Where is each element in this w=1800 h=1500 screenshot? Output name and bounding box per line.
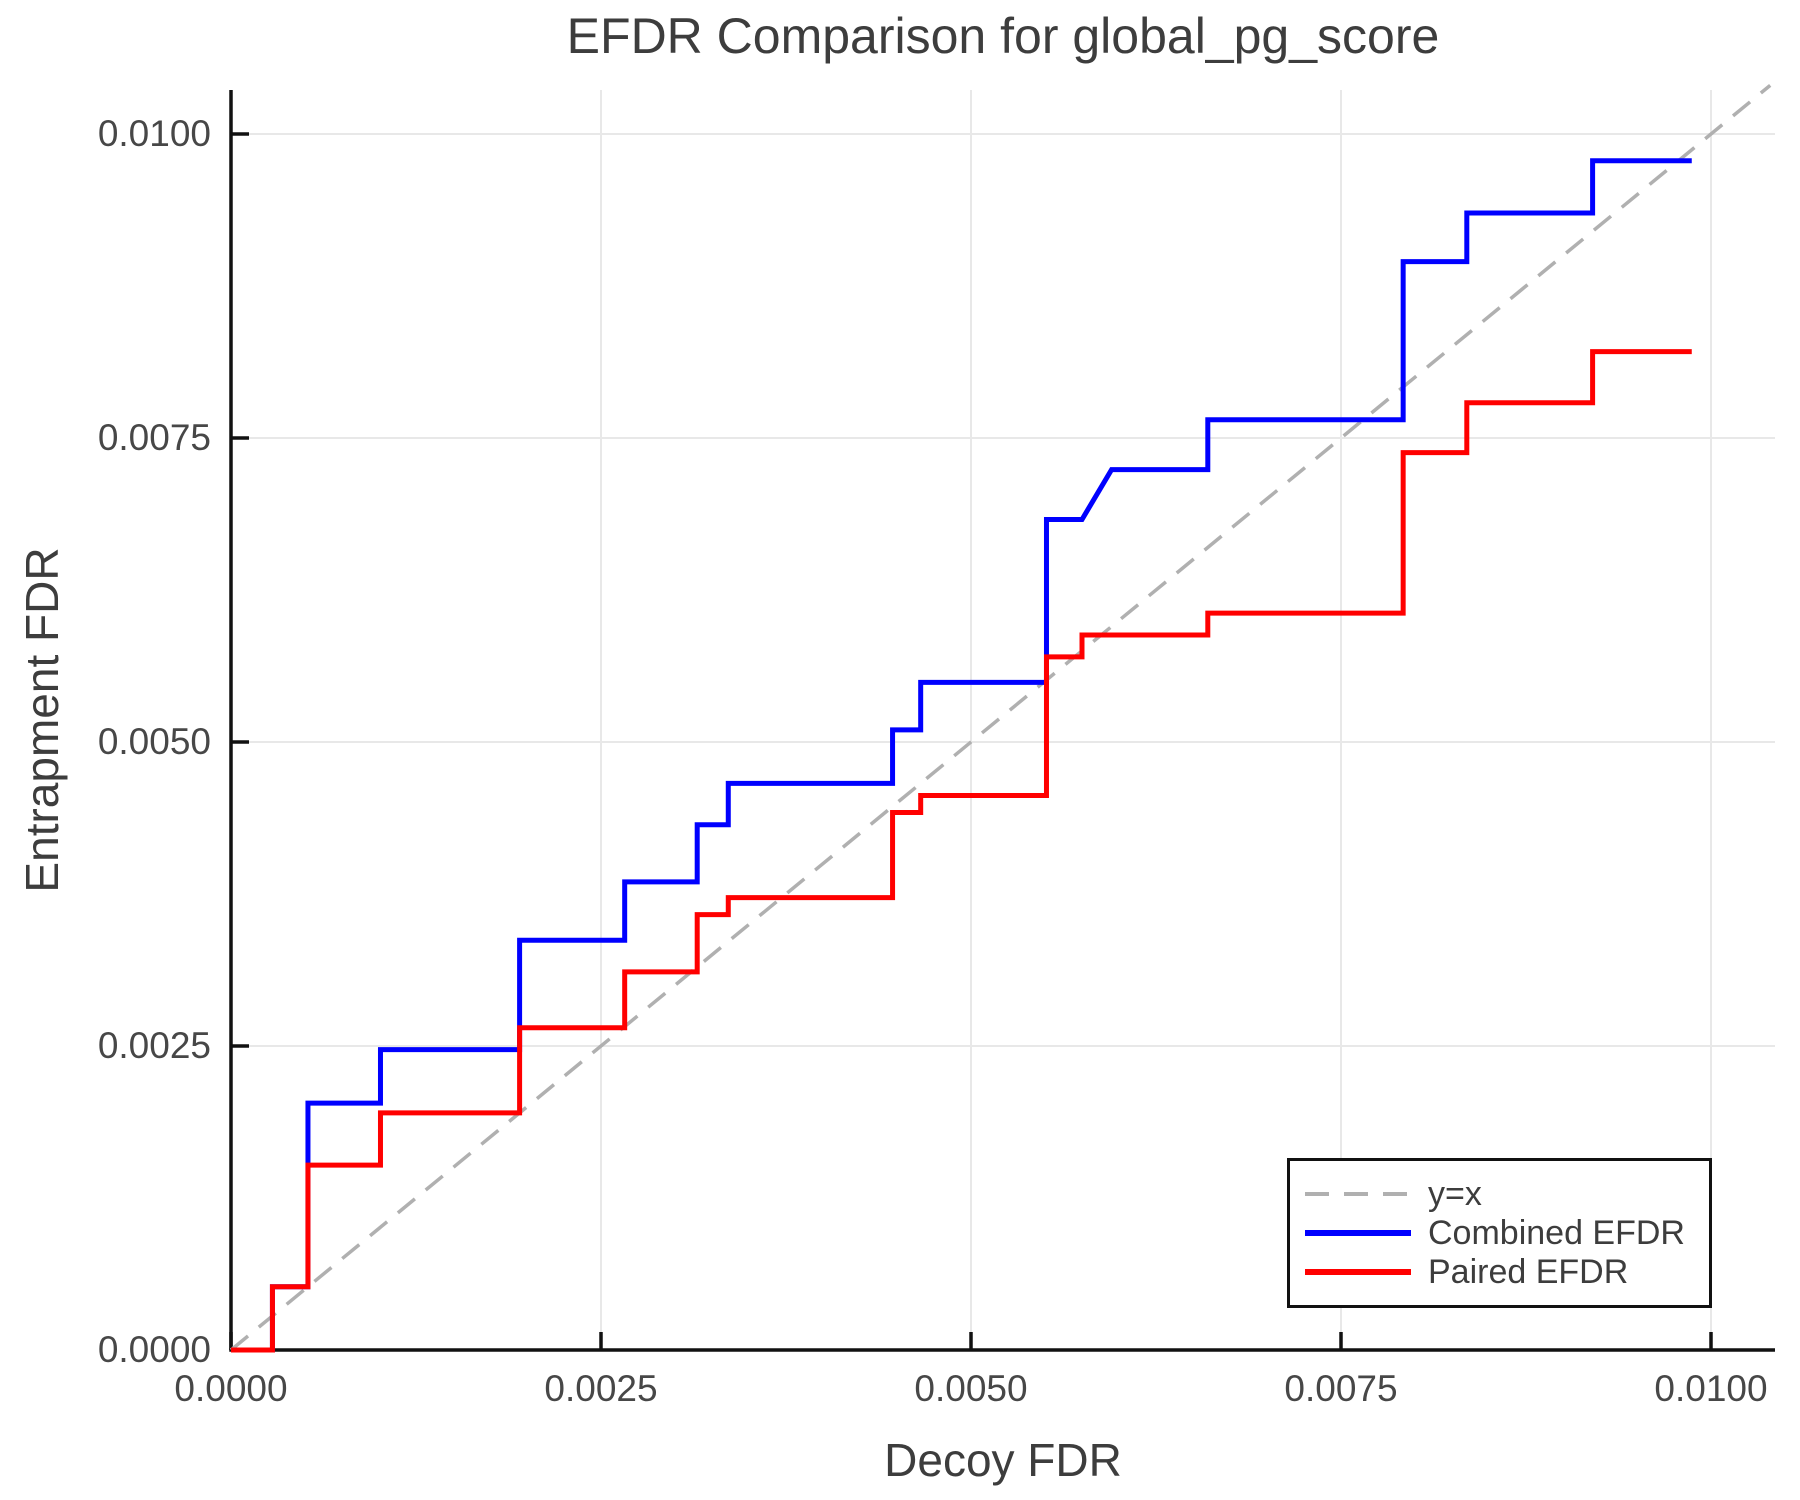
series-paired-efdr [231, 349, 1692, 1353]
x-tick-label: 0.0075 [1284, 1368, 1398, 1409]
y-tick-label: 0.0000 [97, 1329, 211, 1370]
combined-line-sample-icon [1305, 1230, 1411, 1236]
legend-row-combined: Combined EFDR [1305, 1214, 1709, 1253]
paired-line-sample-icon [1305, 1269, 1411, 1275]
x-tick-label: 0.0000 [174, 1368, 288, 1409]
legend-label-combined: Combined EFDR [1428, 1214, 1685, 1252]
x-tick-label: 0.0050 [914, 1368, 1028, 1409]
chart-title: EFDR Comparison for global_pg_score [566, 8, 1440, 64]
legend-row-identity: y=x [1305, 1175, 1709, 1214]
x-tick-label: 0.0100 [1654, 1368, 1768, 1409]
y-tick-label: 0.0075 [97, 417, 211, 458]
legend-label-paired: Paired EFDR [1428, 1253, 1629, 1291]
series-combined-efdr [231, 158, 1692, 1353]
y-tick-label: 0.0025 [97, 1025, 211, 1066]
identity-line-sample-icon [1305, 1192, 1411, 1196]
x-tick-label: 0.0025 [544, 1368, 658, 1409]
legend-label-identity: y=x [1428, 1175, 1482, 1213]
legend-row-paired: Paired EFDR [1305, 1253, 1709, 1292]
series-y-x [229, 84, 1772, 1352]
x-axis-label: Decoy FDR [884, 1434, 1122, 1486]
legend: y=x Combined EFDR Paired EFDR [1287, 1158, 1712, 1308]
y-tick-label: 0.0100 [97, 113, 211, 154]
y-tick-label: 0.0050 [97, 721, 211, 762]
